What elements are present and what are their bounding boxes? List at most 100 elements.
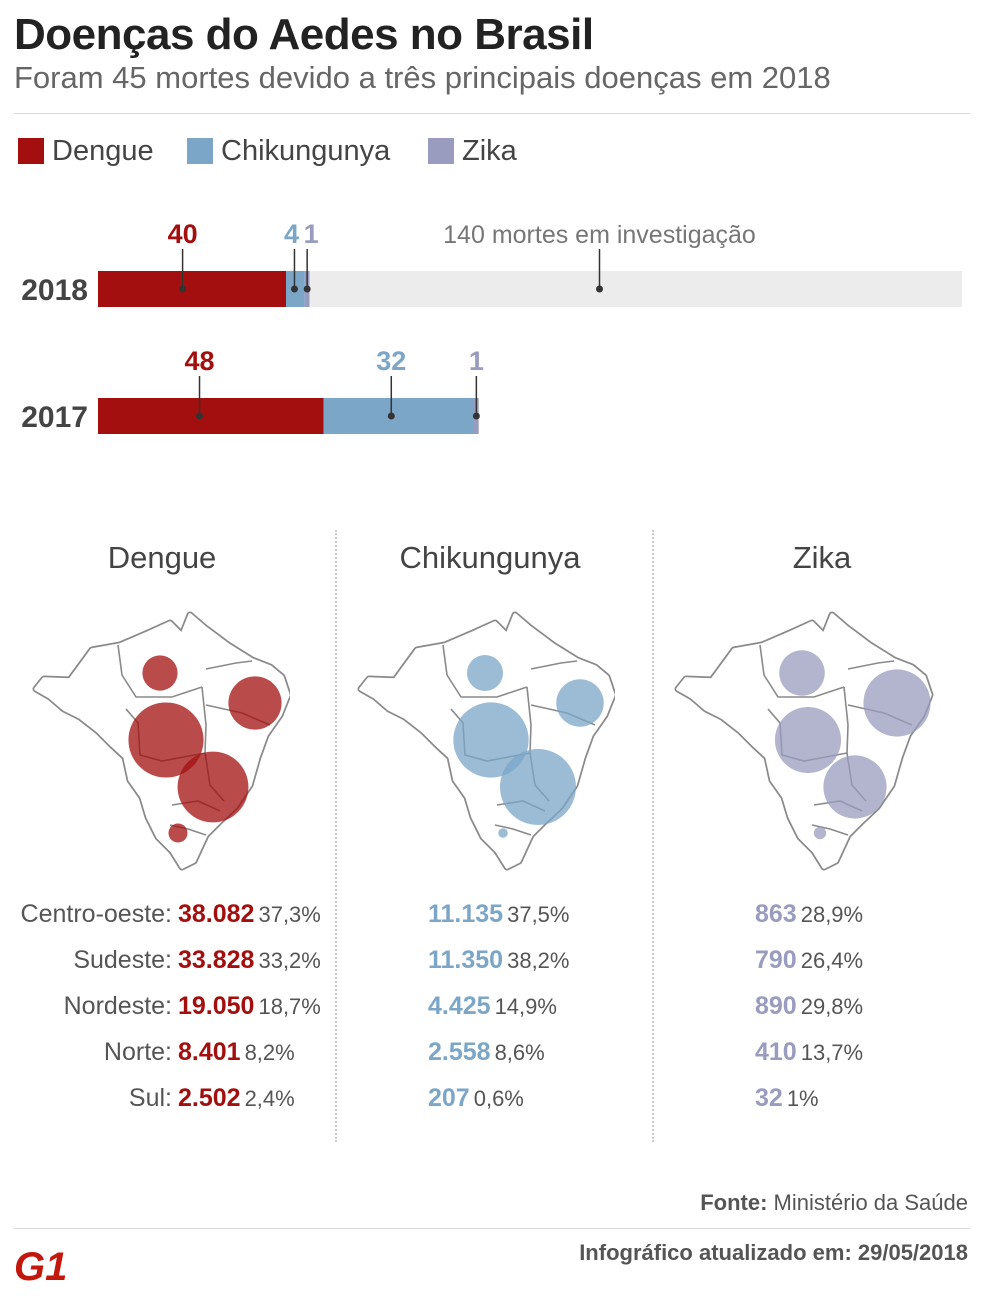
region-percent: 8,6% [494, 1040, 545, 1065]
region-border [811, 824, 849, 836]
bar-value-label: 48 [184, 346, 214, 376]
map-chikungunya [357, 611, 615, 871]
region-percent: 33,2% [258, 948, 321, 973]
region-bubble [142, 655, 178, 691]
region-bubble [128, 702, 204, 778]
region-border [526, 686, 532, 754]
region-stat-cell: 410 13,7% [755, 1038, 863, 1068]
region-value: 863 [755, 900, 797, 928]
header-divider [14, 113, 970, 114]
region-stat-cell: 8.401 8,2% [178, 1038, 295, 1068]
region-stat-cell: 11.350 38,2% [428, 946, 569, 976]
region-border [442, 644, 528, 698]
region-percent: 18,7% [258, 994, 321, 1019]
source-note: Fonte: Ministério da Saúde [700, 1190, 968, 1216]
region-value: 2.502 [178, 1084, 241, 1112]
map-dengue [32, 611, 290, 871]
map-zika [674, 611, 934, 871]
g1-logo: G1 [14, 1245, 67, 1284]
bar-leader-dot [596, 285, 603, 293]
bar-segment [309, 271, 962, 307]
region-value: 11.135 [428, 900, 504, 928]
legend-item-zika: Zika [428, 134, 517, 168]
region-bubble [177, 751, 249, 823]
bar-value-label: 40 [168, 219, 198, 249]
region-value: 2.558 [428, 1038, 491, 1066]
region-stat-cell: 32 1% [755, 1084, 819, 1114]
legend-swatch-chikungunya [187, 138, 213, 164]
region-label: Nordeste: [63, 992, 172, 1020]
legend-label-dengue: Dengue [52, 134, 154, 167]
region-label: Sul: [128, 1084, 172, 1112]
region-percent: 13,7% [800, 1040, 864, 1065]
region-value: 32 [755, 1084, 783, 1112]
region-value: 410 [755, 1038, 797, 1066]
region-value: 33.828 [178, 946, 255, 974]
region-border [843, 686, 849, 754]
bar-value-label: 4 [284, 219, 299, 249]
region-stat-cell: 863 28,9% [755, 900, 863, 930]
legend-label-zika: Zika [462, 134, 517, 167]
page-subtitle: Foram 45 mortes devido a três principais… [14, 60, 831, 95]
bar-category-label: 2017 [21, 401, 88, 434]
deaths-bar-chart: 2018 40 4 1 140 mortes em investigação 2017 48… [21, 219, 962, 434]
bar-segment [98, 398, 324, 434]
region-percent: 29,8% [800, 994, 864, 1019]
region-stat-cell: 2.558 8,6% [428, 1038, 545, 1068]
bar-segment [98, 271, 286, 307]
region-border [117, 644, 203, 698]
region-stat-cell: 790 26,4% [755, 946, 863, 976]
region-percent: 38,2% [507, 948, 570, 973]
bar-segment [323, 398, 474, 434]
region-label: Centro-oeste: [20, 900, 172, 928]
region-bubble [228, 676, 282, 730]
source-label: Fonte: [700, 1190, 768, 1215]
region-percent: 8,2% [244, 1040, 295, 1065]
column-divider [652, 530, 654, 1142]
region-bubble [779, 650, 825, 696]
region-stat-cell: 890 29,8% [755, 992, 863, 1022]
region-percent: 28,9% [800, 902, 864, 927]
region-bubble [498, 828, 508, 838]
region-value: 207 [428, 1084, 470, 1112]
region-bubble [813, 826, 827, 840]
map-title-chikungunya: Chikungunya [399, 540, 581, 575]
source-value: Ministério da Saúde [773, 1190, 968, 1215]
column-divider [335, 530, 337, 1142]
region-stat-cell: 19.050 18,7% [178, 992, 321, 1022]
region-label: Norte: [103, 1038, 172, 1066]
map-title-dengue: Dengue [107, 540, 217, 575]
region-stat-cell: 11.135 37,5% [428, 900, 569, 930]
region-border [530, 660, 578, 670]
bar-category-label: 2018 [21, 274, 88, 307]
region-percent: 1% [786, 1086, 819, 1111]
legend-item-dengue: Dengue [18, 134, 154, 168]
footer-divider [14, 1228, 970, 1229]
region-bubble [556, 679, 604, 727]
g1-logo-text: G1 [14, 1245, 67, 1284]
legend-swatch-dengue [18, 138, 44, 164]
bar-value-label: 1 [469, 346, 484, 376]
region-bubble [453, 702, 529, 778]
region-value: 790 [755, 946, 797, 974]
region-border [759, 644, 845, 698]
region-border [201, 686, 207, 754]
region-border [847, 660, 895, 670]
investigation-label: 140 mortes em investigação [443, 221, 756, 249]
bar-leader-dot [387, 412, 395, 420]
region-value: 8.401 [178, 1038, 241, 1066]
region-bubble [500, 749, 576, 825]
bar-leader-dot [196, 412, 204, 420]
region-bubble [466, 654, 504, 692]
legend-swatch-zika [428, 138, 454, 164]
region-percent: 14,9% [494, 994, 557, 1019]
region-percent: 2,4% [244, 1086, 295, 1111]
region-percent: 26,4% [800, 948, 864, 973]
region-bubble [774, 706, 842, 774]
region-stat-cell: 33.828 33,2% [178, 946, 321, 976]
region-value: 4.425 [428, 992, 491, 1020]
bar-leader-dot [303, 285, 311, 293]
bar-leader-dot [472, 412, 480, 420]
region-bubble [168, 823, 188, 843]
region-percent: 37,3% [258, 902, 321, 927]
